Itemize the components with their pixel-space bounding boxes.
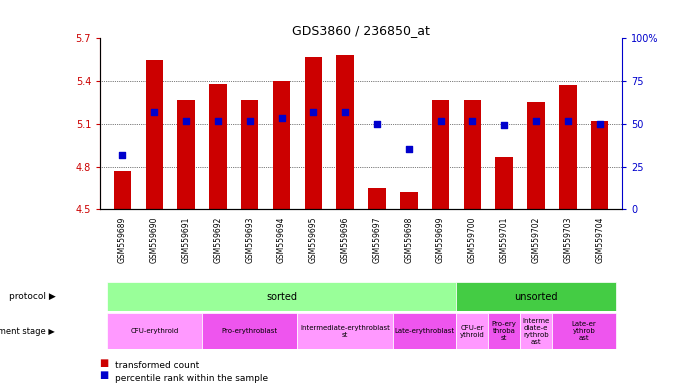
Bar [393,313,457,349]
Title: GDS3860 / 236850_at: GDS3860 / 236850_at [292,24,430,37]
Bar [305,57,322,209]
Bar [178,99,195,209]
Point [372,121,383,127]
Text: Late-er
ythrob
ast: Late-er ythrob ast [571,321,596,341]
Text: percentile rank within the sample: percentile rank within the sample [115,374,269,383]
Bar [591,121,608,209]
Bar [114,171,131,209]
Text: GSM559700: GSM559700 [468,217,477,263]
Text: GSM559694: GSM559694 [277,217,286,263]
Text: unsorted: unsorted [514,291,558,302]
Bar [527,103,545,209]
Point [435,118,446,124]
Text: CFU-er
ythroid: CFU-er ythroid [460,325,485,338]
Text: sorted: sorted [266,291,297,302]
Text: GSM559702: GSM559702 [531,217,540,263]
Bar [368,188,386,209]
Text: GSM559704: GSM559704 [595,217,604,263]
Text: ■: ■ [100,370,113,380]
Text: Pro-ery
throba
st: Pro-ery throba st [492,321,517,341]
Bar [457,313,489,349]
Bar [552,313,616,349]
Text: transformed count: transformed count [115,361,200,371]
Text: GSM559701: GSM559701 [500,217,509,263]
Text: GSM559695: GSM559695 [309,217,318,263]
Point [244,118,255,124]
Text: GSM559699: GSM559699 [436,217,445,263]
Point [467,118,478,124]
Bar [337,55,354,209]
Bar [559,85,576,209]
Text: development stage ▶: development stage ▶ [0,327,55,336]
Text: GSM559691: GSM559691 [182,217,191,263]
Point [339,109,350,116]
Point [212,118,223,124]
Bar [400,192,417,209]
Bar [464,99,481,209]
Bar [489,313,520,349]
Bar [495,157,513,209]
Text: Pro-erythroblast: Pro-erythroblast [222,328,278,334]
Point [562,118,574,124]
Text: GSM559692: GSM559692 [214,217,223,263]
Point [404,146,415,152]
Point [499,122,510,128]
Point [594,121,605,127]
Bar [432,99,449,209]
Bar [209,84,227,209]
Text: GSM559697: GSM559697 [372,217,381,263]
Bar [297,313,393,349]
Point [307,109,319,116]
Text: GSM559693: GSM559693 [245,217,254,263]
Point [531,118,542,124]
Text: protocol ▶: protocol ▶ [8,292,55,301]
Point [117,152,128,158]
Text: ■: ■ [100,358,113,368]
Bar [241,99,258,209]
Bar [202,313,297,349]
Point [149,109,160,116]
Text: GSM559703: GSM559703 [563,217,572,263]
Text: GSM559696: GSM559696 [341,217,350,263]
Text: Late-erythroblast: Late-erythroblast [395,328,455,334]
Bar [146,60,163,209]
Point [180,118,191,124]
Text: CFU-erythroid: CFU-erythroid [130,328,178,334]
Bar [457,282,616,311]
Text: GSM559698: GSM559698 [404,217,413,263]
Bar [106,282,457,311]
Bar [106,313,202,349]
Text: Interme
diate-e
rythrob
ast: Interme diate-e rythrob ast [522,318,549,345]
Text: Intermediate-erythroblast
st: Intermediate-erythroblast st [300,325,390,338]
Bar [273,81,290,209]
Text: GSM559689: GSM559689 [118,217,127,263]
Text: GSM559690: GSM559690 [150,217,159,263]
Bar [520,313,552,349]
Point [276,115,287,121]
